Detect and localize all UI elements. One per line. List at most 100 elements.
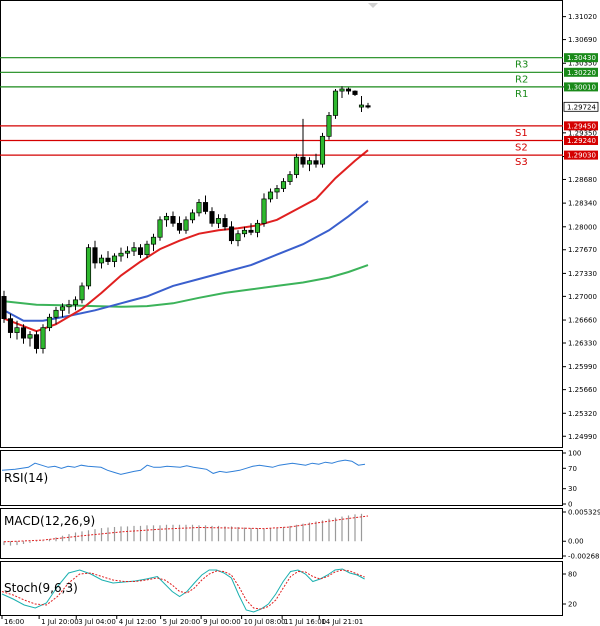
price-tick-label: 1.29350 [568,129,597,137]
candle-body [293,156,300,175]
candle-body [365,105,371,108]
rsi-layer: 100 70 30 0 [1,450,581,509]
macd-signal-line [3,515,369,543]
candle-body [235,233,241,242]
time-tick-label: 14 Jul 21:01 [321,618,363,626]
level-label-s2: S2 [515,142,528,153]
level-tag-value-r1: 1.30010 [567,83,596,91]
rsi-tick-label: 70 [568,465,577,473]
rsi-title: RSI(14) [4,471,48,485]
price-tick-label: 1.25660 [568,386,597,394]
candle-body [319,135,326,165]
candle-body [85,247,92,287]
price-tick-label: 1.25990 [568,363,597,371]
candle-body [124,250,131,254]
macd-tick-label: 0.005329 [568,509,600,517]
level-tag-value-r2: 1.30220 [567,69,596,77]
candle-body [196,202,202,214]
macd-panel-frame [0,508,563,559]
candle-body [261,198,267,224]
candle-body [202,202,209,212]
ma-green-line [3,264,369,308]
level-tag-r1 [564,82,598,92]
ma-red-line [3,149,369,333]
time-tick-label: 9 Jul 00:00 [203,618,241,626]
candle-body [222,218,228,228]
price-tick-label: 1.26660 [568,317,597,325]
candle-body [339,88,345,92]
time-tick-label: 10 Jul 08:00 [244,618,286,626]
level-label-s3: S3 [515,157,528,168]
price-tick-label: 1.25320 [568,410,597,418]
price-tick-label: 1.27330 [568,270,597,278]
candle-body [326,115,332,137]
candle-body [46,316,53,329]
candle-body [150,236,157,245]
level-tag-value-s3: 1.29030 [567,152,596,160]
candle-body [189,212,196,221]
price-tick-label: 1.28000 [568,223,597,231]
price-tick-label: 1.31020 [568,13,597,21]
candle-body [176,222,183,231]
price-tick-label: 1.26330 [568,340,597,348]
stoch-title: Stoch(9,6,3) [4,581,78,595]
price-tick-label: 1.27670 [568,246,597,254]
stoch-signal-line [1,569,365,610]
current-price-tag [563,101,599,112]
candle-body [157,219,163,238]
price-tick-label: 1.28340 [568,200,597,208]
rsi-line [1,459,366,475]
level-label-r1: R1 [515,89,528,100]
time-tick-label: 16:00 [4,618,24,626]
level-tag-s3 [564,150,598,160]
candle-body [332,90,339,116]
main-price-layer: 1.31020 1.30690 1.30350 1.30010 1.29350 1.290… [0,13,599,441]
level-label-r3: R3 [515,60,528,71]
candle-body [7,318,14,333]
candle-body [40,327,46,349]
candle-body [287,174,293,182]
level-tag-value-s1: 1.29450 [567,122,596,130]
level-tag-value-s2: 1.29240 [567,137,596,145]
stoch-layer: 80 20 [1,568,577,613]
candle-body [352,90,358,95]
candle-body [118,252,124,257]
candle-body [306,160,313,165]
candle-body [254,222,261,233]
candle-body [27,334,33,339]
candle-body [163,215,170,221]
candle-body [358,104,365,108]
candle-body [300,156,306,165]
current-price-label: 1.29724 [567,103,596,111]
candle-body [53,309,59,318]
rsi-tick-label: 30 [568,485,577,493]
level-tag-r2 [564,67,598,77]
candle-body [14,327,20,333]
candle-body [228,226,235,242]
level-tag-r3 [564,53,598,63]
time-tick-label: 3 Jul 04:00 [78,618,116,626]
candle-body [131,247,137,252]
main-panel-frame [0,0,563,448]
candle-body [144,243,150,255]
candle-body [345,88,352,92]
level-label-s1: S1 [515,128,528,139]
rsi-tick-label: 0 [568,501,572,509]
level-tag-s2 [564,135,598,145]
time-tick-label: 1 Jul 20:00 [41,618,79,626]
candle-body [111,255,118,262]
candle-body [72,299,79,306]
candle-body [274,188,280,193]
candle-body [267,191,274,200]
price-tick-label: 1.28680 [568,176,597,184]
candle-body [1,296,7,319]
candle-body [79,285,85,301]
macd-tick-label: 0.00 [568,538,584,546]
time-tick-label: 11 Jul 16:00 [284,618,326,626]
candle-body [33,334,40,349]
macd-tick-label: -0.002689 [568,553,600,561]
candle-body [98,257,105,264]
rsi-panel-frame [0,450,563,506]
stoch-main-line [1,568,365,613]
